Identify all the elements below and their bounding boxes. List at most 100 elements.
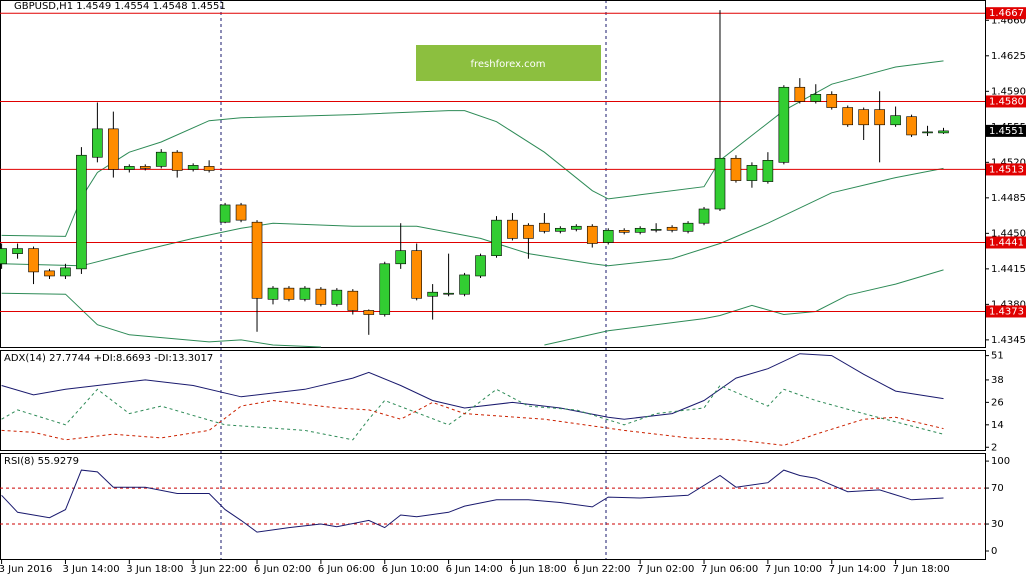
- main-panel: [0, 0, 986, 348]
- candle-body: [778, 86, 790, 163]
- last-price-label: 1.4551: [989, 126, 1024, 137]
- x-tick-label: 7 Jun 02:00: [637, 564, 694, 575]
- candle-body: [618, 230, 630, 233]
- y-tick-label: 1.4520: [991, 157, 1026, 168]
- y-tick-label: 2: [991, 442, 997, 453]
- candle-body: [283, 287, 295, 300]
- candle-body: [347, 290, 359, 311]
- candle-body: [507, 219, 518, 239]
- x-tick-label: 6 Jun 06:00: [318, 564, 375, 575]
- x-tick-label: 7 Jun 06:00: [701, 564, 758, 575]
- panel-title: ADX(14) 27.7744 +DI:8.6693 -DI:13.3017: [4, 353, 213, 364]
- candle-body: [906, 116, 917, 136]
- candle-body: [60, 267, 71, 277]
- watermark: freshforex.com: [470, 59, 545, 70]
- x-tick-label: 6 Jun 10:00: [382, 564, 439, 575]
- y-tick-label: 1.4660: [991, 15, 1026, 26]
- candle-body: [251, 221, 263, 299]
- candle-body: [762, 160, 774, 182]
- x-tick-label: 6 Jun 22:00: [573, 564, 630, 575]
- y-tick-label: 30: [991, 519, 1004, 530]
- candle-body: [874, 109, 885, 126]
- watermark-box: [416, 45, 601, 81]
- y-tick-label: 38: [991, 375, 1004, 386]
- candle-body: [76, 154, 87, 270]
- candle-body: [12, 248, 23, 254]
- candle-body: [235, 204, 247, 221]
- candle-body: [124, 166, 135, 170]
- level-tag: [986, 95, 1026, 108]
- y-tick-label: 1.4485: [991, 193, 1026, 204]
- x-tick-label: 3 Jun 2016: [0, 564, 52, 575]
- candle-body: [571, 225, 582, 230]
- y-tick-label: 0: [991, 546, 997, 557]
- level-label: 1.4513: [989, 164, 1024, 175]
- candle-body: [602, 230, 614, 243]
- y-tick-label: 26: [991, 397, 1004, 408]
- candle-body: [842, 107, 854, 126]
- indicator-line: [1, 469, 944, 533]
- y-tick-label: 1.4590: [991, 86, 1026, 97]
- y-tick-label: 1.4625: [991, 51, 1026, 62]
- candle-body: [331, 289, 343, 305]
- bollinger-band: [1, 167, 944, 267]
- x-tick-label: 7 Jun 14:00: [829, 564, 886, 575]
- candle-body: [475, 255, 486, 277]
- x-tick-label: 6 Jun 18:00: [509, 564, 566, 575]
- y-tick-label: 51: [991, 351, 1004, 362]
- candle-body: [586, 225, 598, 244]
- candle-body: [92, 128, 103, 158]
- candle-body: [267, 287, 279, 300]
- candle-body: [363, 310, 375, 315]
- last-price-tag: [986, 124, 1026, 137]
- x-tick-label: 3 Jun 14:00: [62, 564, 119, 575]
- level-tag: [986, 305, 1026, 318]
- candle-body: [411, 250, 422, 299]
- indicator-line: [1, 353, 944, 420]
- y-tick-label: 1.4380: [991, 299, 1026, 310]
- candle-body: [730, 157, 742, 181]
- level-tag: [986, 236, 1026, 249]
- candle-body: [219, 204, 231, 223]
- x-tick-label: 7 Jun 18:00: [893, 564, 950, 575]
- candle-body: [634, 227, 646, 233]
- candle-body: [379, 263, 391, 315]
- x-tick-label: 6 Jun 14:00: [446, 564, 503, 575]
- candle-body: [187, 165, 199, 170]
- y-tick-label: 1.4345: [991, 335, 1026, 346]
- candle-body: [443, 292, 454, 295]
- candle-body: [922, 131, 933, 134]
- candle-body: [555, 227, 566, 232]
- candle-body: [746, 165, 758, 181]
- candle-body: [28, 248, 39, 273]
- candle-body: [539, 222, 550, 232]
- y-tick-label: 1.4450: [991, 228, 1026, 239]
- candle-body: [108, 128, 119, 170]
- panel-title: RSI(8) 55.9279: [4, 456, 79, 467]
- level-tag: [986, 163, 1026, 176]
- x-tick-label: 3 Jun 18:00: [126, 564, 183, 575]
- level-label: 1.4667: [989, 8, 1024, 19]
- candle-body: [155, 151, 167, 167]
- level-label: 1.4373: [989, 306, 1024, 317]
- candle-body: [523, 224, 534, 239]
- x-tick-label: 6 Jun 02:00: [254, 564, 311, 575]
- candle-body: [810, 94, 822, 102]
- level-label: 1.4580: [989, 96, 1024, 107]
- candle-body: [666, 226, 678, 231]
- y-tick-label: 14: [991, 420, 1004, 431]
- candle-body: [395, 250, 407, 265]
- candle-body: [890, 115, 901, 126]
- candle-body: [938, 130, 949, 134]
- candle-body: [299, 287, 311, 300]
- candle-body: [794, 86, 806, 102]
- x-tick-label: 7 Jun 10:00: [765, 564, 822, 575]
- candle-body: [171, 151, 183, 171]
- y-tick-label: 100: [991, 456, 1010, 467]
- adx-panel: [0, 350, 986, 451]
- candle-body: [459, 274, 470, 295]
- candle-body: [650, 228, 662, 231]
- candle-body: [0, 248, 7, 265]
